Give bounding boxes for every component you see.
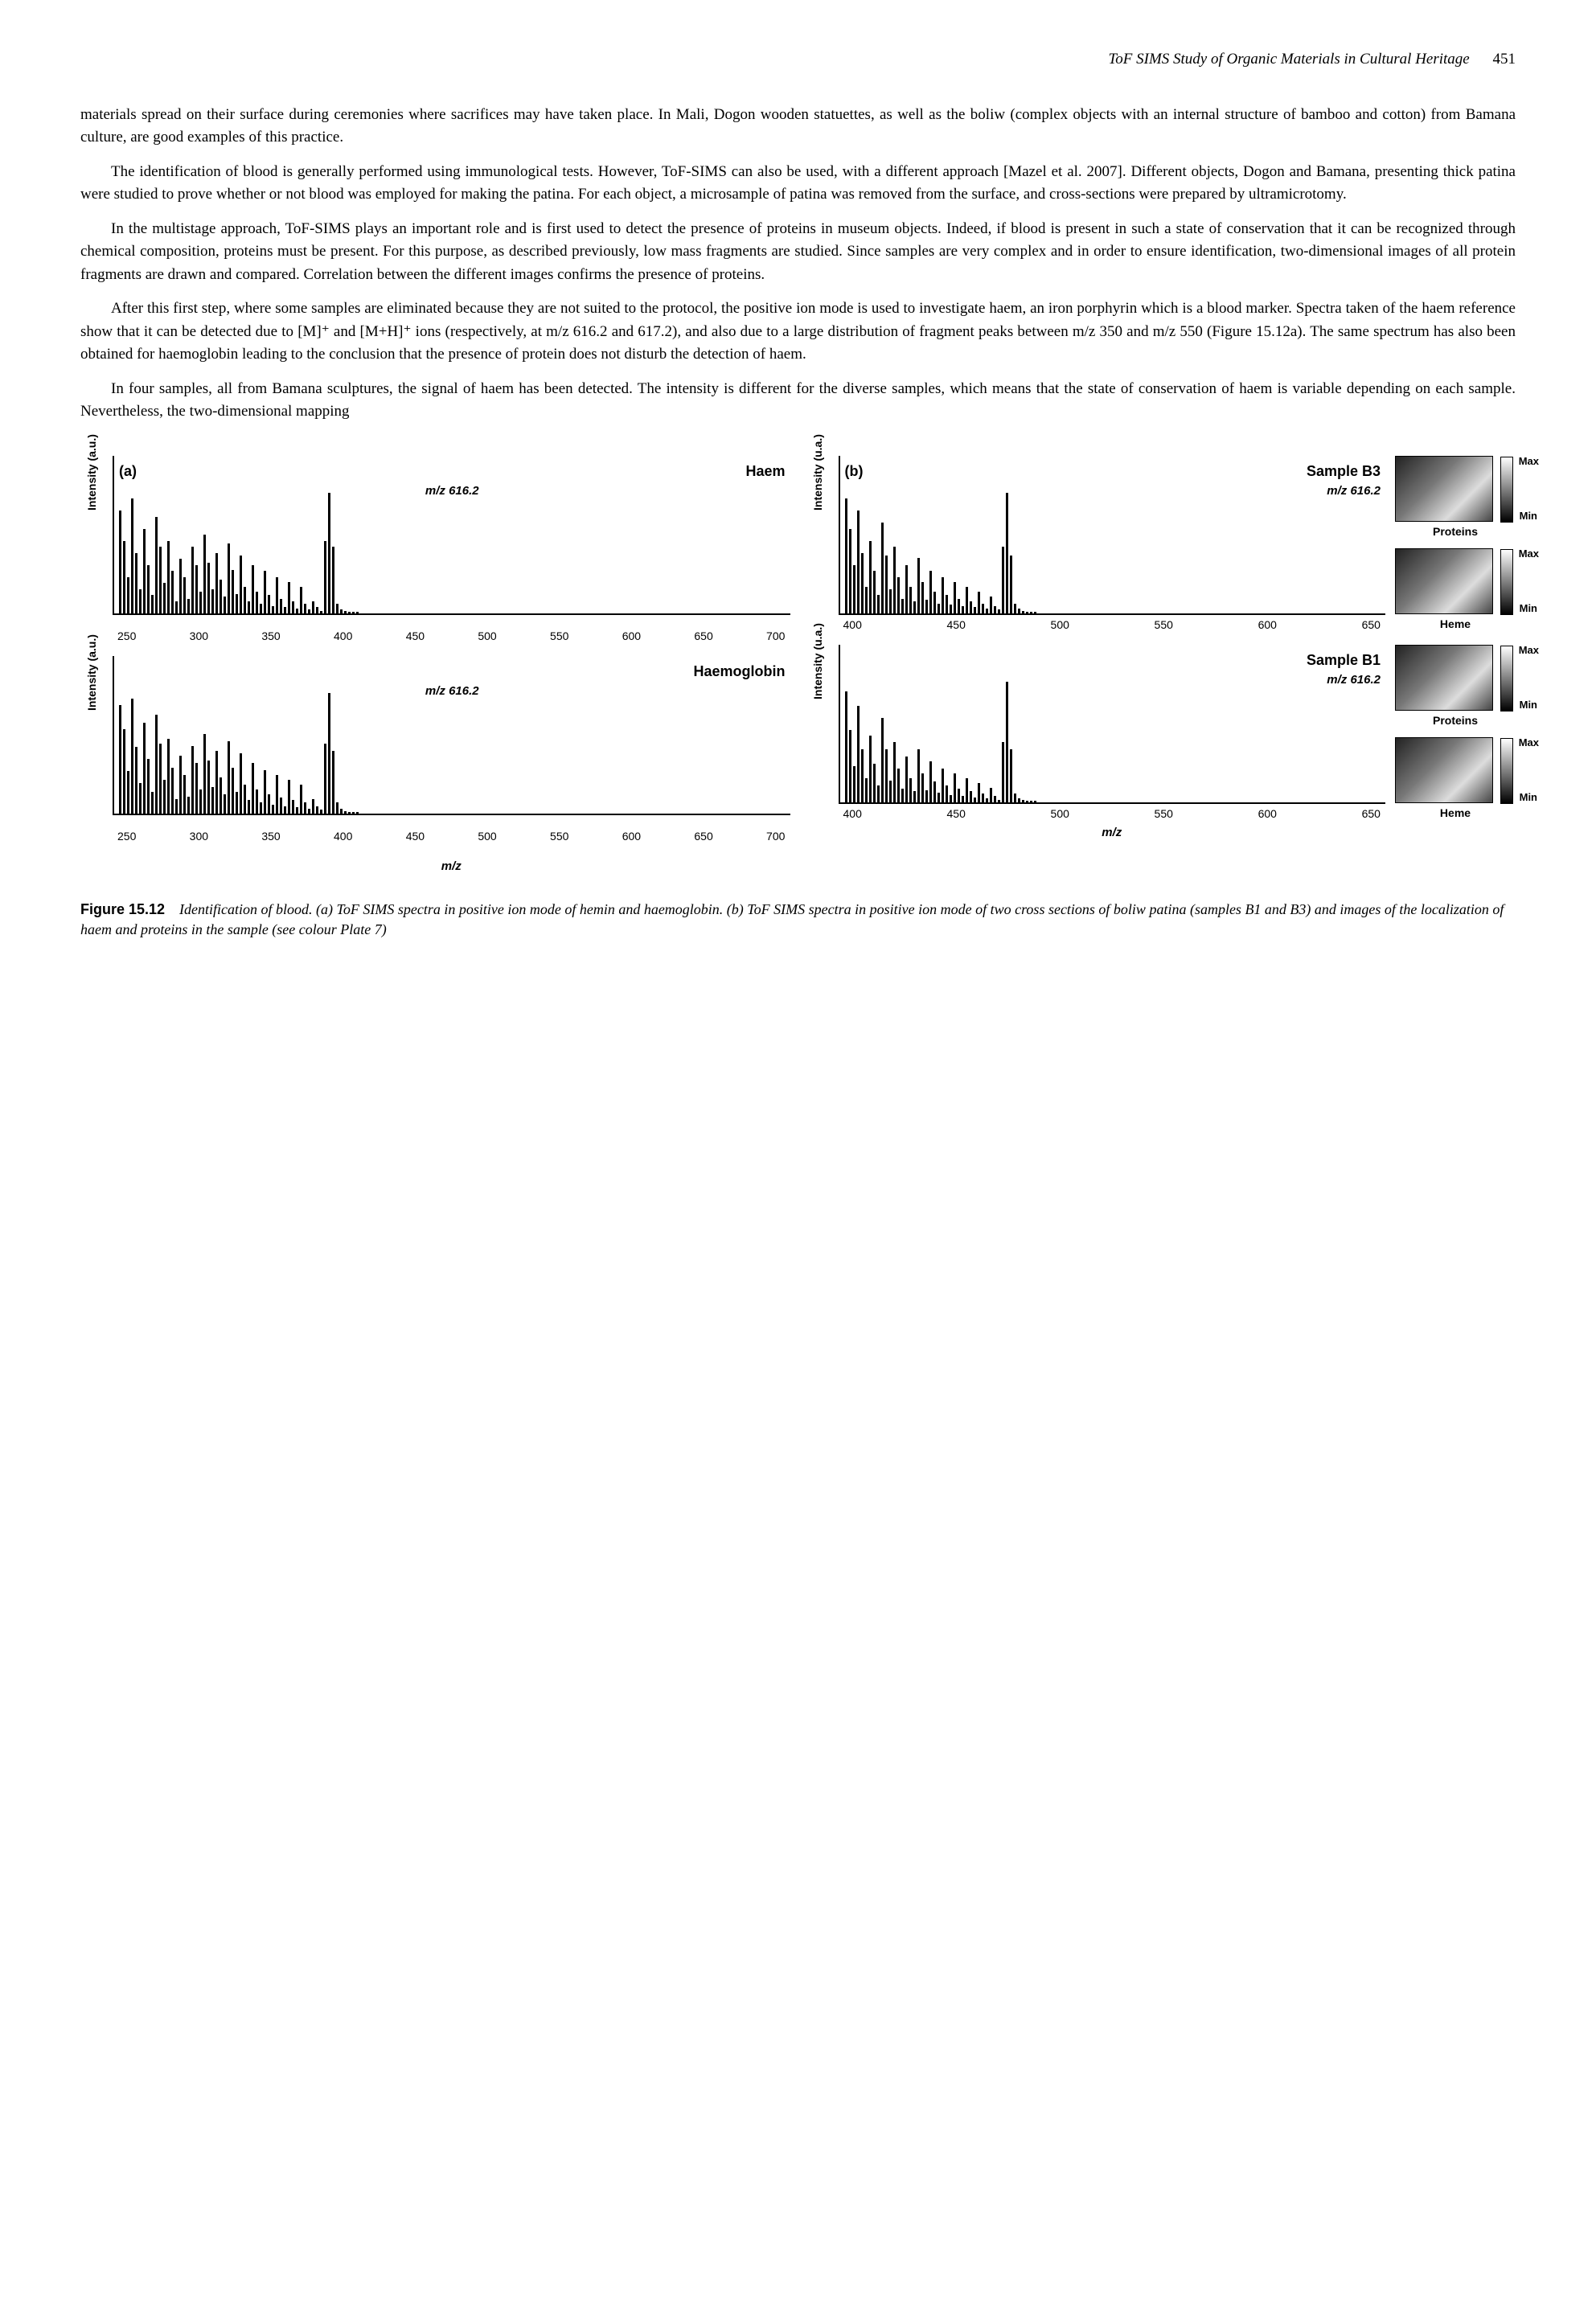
chart-haemoglobin: Intensity (a.u.) Haemoglobin m/z 616.2 [113,656,790,815]
y-axis-label: Intensity (u.a.) [810,623,827,699]
thumb-column: Max Min Proteins Max Min Heme [1395,645,1516,843]
x-ticks: 250300350400450500550600650700 [117,828,786,845]
figure-caption: Figure 15.12 Identification of blood. (a… [80,900,1516,940]
spectrum-bars [114,493,790,613]
panel-b: Intensity (u.a.) (b) Sample B3 m/z 616.2… [806,456,1516,876]
chart-haem: Intensity (a.u.) (a) Haem m/z 616.2 [113,456,790,615]
body-paragraph: In four samples, all from Bamana sculptu… [80,378,1516,424]
colorbar-max: Max [1519,546,1539,562]
chart-title: Haem [745,461,785,482]
map-thumbnail: Max Min [1395,737,1493,803]
body-paragraph: After this first step, where some sample… [80,297,1516,367]
figure-15-12: Intensity (a.u.) (a) Haem m/z 616.2 2503… [80,456,1516,941]
thumb-caption: Heme [1395,616,1516,633]
colorbar-max: Max [1519,453,1539,470]
body-paragraph: materials spread on their surface during… [80,104,1516,150]
chart-title: Haemoglobin [693,661,785,683]
y-axis-label: Intensity (u.a.) [810,434,827,511]
panel-a: Intensity (a.u.) (a) Haem m/z 616.2 2503… [80,456,790,876]
figure-number: Figure 15.12 [80,901,165,917]
chart-title: Sample B3 [1307,461,1381,482]
colorbar-min: Min [1520,601,1537,617]
colorbar-max: Max [1519,735,1539,751]
x-axis-label: m/z [113,858,790,876]
colorbar [1500,646,1513,712]
thumb-caption: Heme [1395,805,1516,822]
x-axis-label: m/z [839,824,1386,843]
colorbar-max: Max [1519,642,1539,658]
panel-letter-b: (b) [845,461,864,482]
spectrum-bars [840,493,1386,613]
y-axis-label: Intensity (a.u.) [84,434,101,511]
chart-sample-b3: Intensity (u.a.) (b) Sample B3 m/z 616.2 [839,456,1386,615]
body-paragraph: In the multistage approach, ToF-SIMS pla… [80,218,1516,287]
x-ticks: 250300350400450500550600650700 [117,628,786,645]
figure-caption-text: Identification of blood. (a) ToF SIMS sp… [80,901,1504,937]
x-ticks: 400450500550600650 [843,806,1381,822]
colorbar-min: Min [1520,697,1537,713]
colorbar-min: Min [1520,508,1537,524]
thumb-column: Max Min Proteins Max Min Heme [1395,456,1516,634]
page-number: 451 [1493,51,1516,68]
thumb-caption: Proteins [1395,712,1516,729]
y-axis-label: Intensity (a.u.) [84,634,101,711]
x-ticks: 400450500550600650 [843,617,1381,634]
panel-letter-a: (a) [119,461,137,482]
chart-title: Sample B1 [1307,650,1381,671]
colorbar-min: Min [1520,789,1537,806]
map-thumbnail: Max Min [1395,548,1493,614]
colorbar [1500,738,1513,804]
map-thumbnail: Max Min [1395,645,1493,711]
chart-sample-b1: Intensity (u.a.) Sample B1 m/z 616.2 [839,645,1386,804]
thumb-caption: Proteins [1395,523,1516,540]
spectrum-bars [840,682,1386,802]
spectrum-bars [114,693,790,814]
body-paragraph: The identification of blood is generally… [80,161,1516,207]
colorbar [1500,457,1513,523]
running-title: ToF SIMS Study of Organic Materials in C… [1108,51,1469,68]
map-thumbnail: Max Min [1395,456,1493,522]
colorbar [1500,549,1513,615]
running-head: ToF SIMS Study of Organic Materials in C… [80,48,1516,72]
